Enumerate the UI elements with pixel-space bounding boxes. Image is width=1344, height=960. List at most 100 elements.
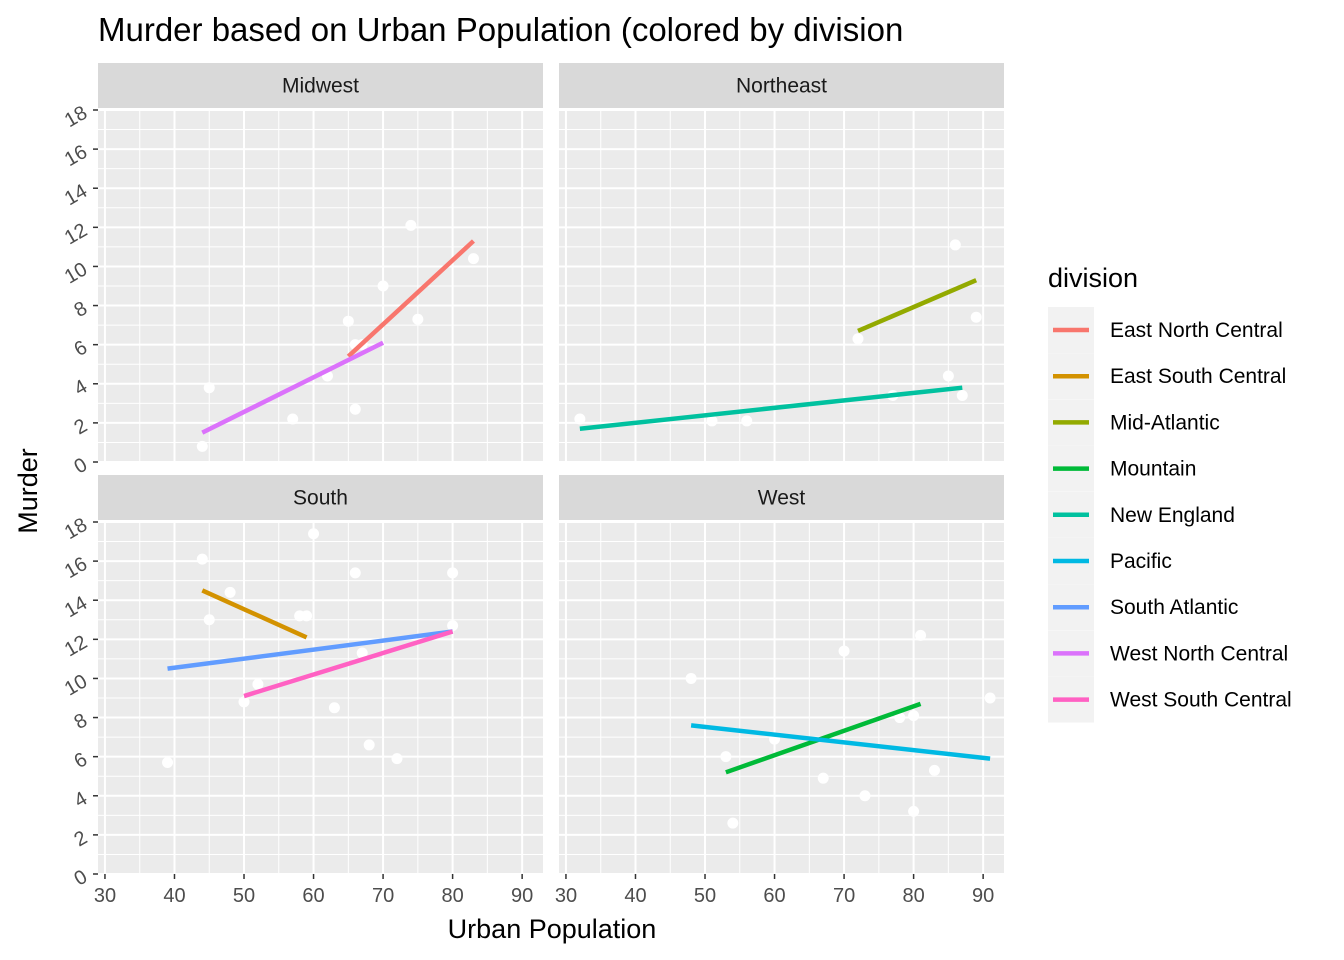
panel-northeast: Northeast bbox=[559, 63, 1004, 463]
data-point bbox=[984, 692, 996, 704]
data-point bbox=[467, 253, 479, 265]
trend-line-new-england bbox=[579, 385, 963, 431]
panel-south: South 0 2 4 6 8 10 12 14 16 18 30 40 50 60 70 80 90 bbox=[61, 475, 543, 907]
trend-line-pacific bbox=[690, 723, 991, 761]
x-tick-label: 40 bbox=[624, 885, 646, 907]
y-tick-label: 2 bbox=[71, 827, 92, 852]
x-tick-label: 80 bbox=[902, 885, 924, 907]
data-point bbox=[741, 415, 753, 427]
trend-line-west-north-central bbox=[201, 340, 385, 435]
x-tick-label: 90 bbox=[972, 885, 994, 907]
strip-label: Northeast bbox=[736, 75, 827, 98]
data-point bbox=[859, 790, 871, 802]
legend-label: New England bbox=[1110, 504, 1235, 527]
y-tick-label: 12 bbox=[61, 219, 91, 249]
legend-label: Pacific bbox=[1110, 550, 1172, 573]
y-tick-label: 16 bbox=[61, 141, 91, 171]
x-tick-label: 60 bbox=[302, 885, 324, 907]
data-point bbox=[915, 629, 927, 641]
x-tick-label: 70 bbox=[833, 885, 855, 907]
y-tick-label: 4 bbox=[71, 788, 92, 813]
data-point bbox=[301, 610, 313, 622]
data-point bbox=[908, 710, 920, 722]
y-tick-label: 10 bbox=[61, 670, 91, 700]
data-point bbox=[720, 751, 732, 763]
data-point bbox=[685, 672, 697, 684]
x-tick-label: 60 bbox=[763, 885, 785, 907]
data-point bbox=[574, 413, 586, 425]
facet-panels: Midwest 0 2 4 6 8 10 12 14 16 18 Northeast South 0 2 4 6… bbox=[61, 63, 1004, 907]
data-point bbox=[196, 553, 208, 565]
data-point bbox=[252, 678, 264, 690]
legend-label: Mid-Atlantic bbox=[1110, 411, 1220, 434]
data-point bbox=[377, 280, 389, 292]
x-tick-label: 30 bbox=[555, 885, 577, 907]
legend-label: East South Central bbox=[1110, 365, 1286, 388]
data-point bbox=[308, 528, 320, 540]
y-tick-label: 6 bbox=[71, 749, 92, 774]
data-point bbox=[391, 753, 403, 765]
y-tick-label: 14 bbox=[61, 592, 91, 622]
data-point bbox=[727, 817, 739, 829]
y-tick-label: 2 bbox=[71, 415, 92, 440]
data-point bbox=[328, 702, 340, 714]
data-point bbox=[447, 620, 459, 632]
trend-line-west-south-central bbox=[243, 629, 454, 699]
data-point bbox=[970, 311, 982, 323]
legend-label: East North Central bbox=[1110, 319, 1283, 342]
strip-south bbox=[98, 475, 543, 520]
x-tick-label: 70 bbox=[372, 885, 394, 907]
y-tick-label: 14 bbox=[61, 180, 91, 210]
y-axis-title: Murder bbox=[13, 448, 43, 534]
data-point bbox=[706, 415, 718, 427]
data-point bbox=[928, 764, 940, 776]
y-tick-label: 12 bbox=[61, 631, 91, 661]
y-tick-label: 16 bbox=[61, 553, 91, 583]
y-tick-label: 0 bbox=[71, 866, 92, 891]
legend-label: West North Central bbox=[1110, 642, 1288, 665]
trend-line-east-south-central bbox=[201, 588, 308, 640]
data-point bbox=[196, 440, 208, 452]
data-point bbox=[356, 647, 368, 659]
data-point bbox=[349, 567, 361, 579]
x-axis-title: Urban Population bbox=[448, 914, 657, 944]
y-tick-label: 8 bbox=[71, 709, 92, 734]
x-tick-label: 50 bbox=[233, 885, 255, 907]
data-point bbox=[363, 739, 375, 751]
trend-line-east-north-central bbox=[346, 239, 475, 359]
x-tick-label: 40 bbox=[163, 885, 185, 907]
data-point bbox=[894, 712, 906, 724]
grid bbox=[98, 109, 543, 463]
grid bbox=[98, 521, 543, 875]
data-point bbox=[203, 382, 215, 394]
y-tick-label: 6 bbox=[71, 337, 92, 362]
legend-label: Mountain bbox=[1110, 458, 1196, 481]
strip-midwest bbox=[98, 63, 543, 108]
data-point bbox=[342, 315, 354, 327]
data-point bbox=[838, 645, 850, 657]
data-point bbox=[287, 413, 299, 425]
panel-midwest: Midwest 0 2 4 6 8 10 12 14 16 18 bbox=[61, 63, 543, 478]
x-tick-label: 30 bbox=[94, 885, 116, 907]
strip-label: Midwest bbox=[282, 75, 359, 98]
legend-label: South Atlantic bbox=[1110, 596, 1238, 619]
x-tick-label: 50 bbox=[694, 885, 716, 907]
data-point bbox=[224, 586, 236, 598]
strip-northeast bbox=[559, 63, 1004, 108]
data-point bbox=[447, 567, 459, 579]
legend-label: West South Central bbox=[1110, 689, 1292, 712]
y-tick-label: 4 bbox=[71, 376, 92, 401]
trend-line-mid-atlantic bbox=[857, 278, 978, 334]
data-point bbox=[238, 696, 250, 708]
strip-west bbox=[559, 475, 1004, 520]
legend: division East North Central East South Ce… bbox=[1048, 263, 1292, 723]
data-point bbox=[908, 805, 920, 817]
strip-label: West bbox=[758, 487, 806, 510]
data-point bbox=[412, 313, 424, 325]
y-tick-label: 0 bbox=[71, 454, 92, 479]
data-point bbox=[942, 370, 954, 382]
x-tick-label: 90 bbox=[511, 885, 533, 907]
data-point bbox=[956, 390, 968, 402]
data-point bbox=[817, 772, 829, 784]
y-tick-label: 10 bbox=[61, 258, 91, 288]
